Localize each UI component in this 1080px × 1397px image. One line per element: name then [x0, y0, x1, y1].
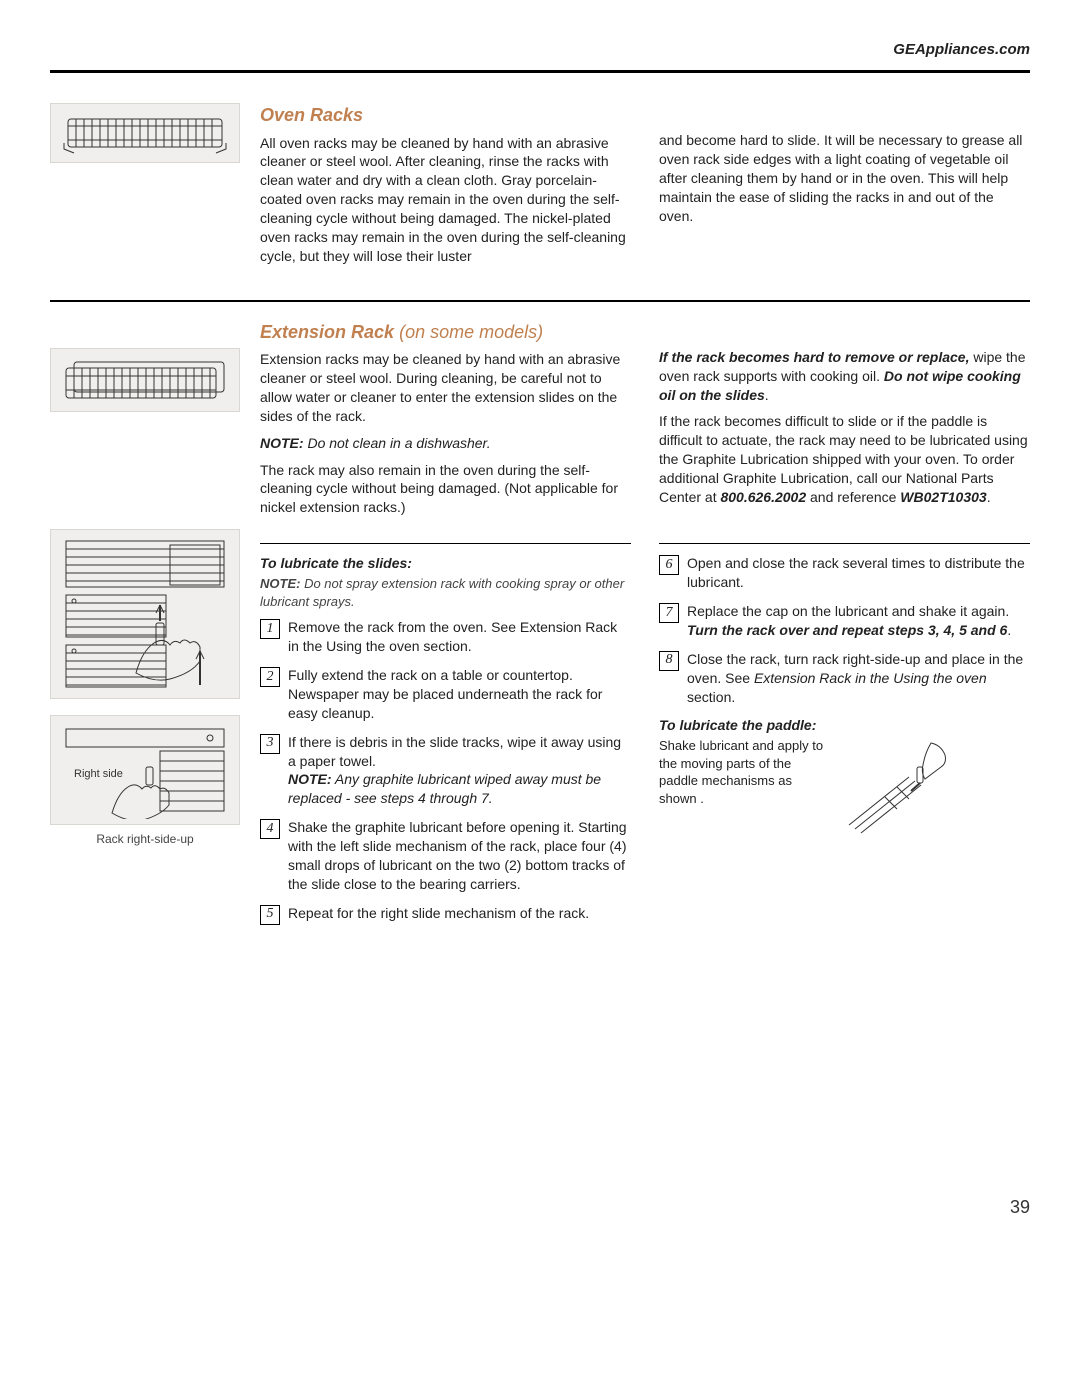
- oven-rack-icon: [60, 109, 230, 157]
- ext-text-2: The rack may also remain in the oven dur…: [260, 461, 631, 518]
- lubricate-top-icon: [60, 535, 230, 693]
- ext-right-2: If the rack becomes difficult to slide o…: [659, 412, 1030, 506]
- illustration-oven-rack: [50, 103, 240, 274]
- step-4: 4Shake the graphite lubricant before ope…: [260, 818, 631, 894]
- step-5: 5Repeat for the right slide mechanism of…: [260, 904, 631, 925]
- ext-right-1: If the rack becomes hard to remove or re…: [659, 348, 1030, 405]
- header-site: GEAppliances.com: [50, 40, 1030, 73]
- lubricate-note: NOTE: Do not spray extension rack with c…: [260, 575, 631, 610]
- step-6: 6Open and close the rack several times t…: [659, 554, 1030, 592]
- steps-left: 1Remove the rack from the oven. See Exte…: [260, 618, 631, 925]
- steps-right: 6Open and close the rack several times t…: [659, 554, 1030, 706]
- section-oven-racks: Oven Racks All oven racks may be cleaned…: [50, 103, 1030, 274]
- label-right-side: Right side: [74, 768, 123, 780]
- paddle-icon: [839, 737, 959, 837]
- caption-rack-right-side-up: Rack right-side-up: [50, 831, 240, 847]
- step-8: 8Close the rack, turn rack right-side-up…: [659, 650, 1030, 707]
- divider-thin-r: [659, 543, 1030, 544]
- heading-oven-racks: Oven Racks: [260, 103, 631, 127]
- divider-thin: [260, 543, 631, 544]
- subhead-lubricate-paddle: To lubricate the paddle:: [659, 716, 1030, 735]
- illustration-extension-rack: [50, 320, 240, 525]
- page-number: 39: [50, 1195, 1030, 1219]
- step-3: 3If there is debris in the slide tracks,…: [260, 733, 631, 809]
- oven-racks-text-b: and become hard to slide. It will be nec…: [659, 131, 1030, 225]
- ext-note: NOTE: Do not clean in a dishwasher.: [260, 434, 631, 453]
- section-extension-rack: Extension Rack (on some models) Extensio…: [50, 320, 1030, 525]
- extension-rack-icon: [60, 354, 230, 406]
- divider: [50, 300, 1030, 302]
- ext-text-1: Extension racks may be cleaned by hand w…: [260, 350, 631, 426]
- section-lubricate: Right side Rack right-side-up To lubrica…: [50, 529, 1030, 935]
- step-2: 2Fully extend the rack on a table or cou…: [260, 666, 631, 723]
- step-1: 1Remove the rack from the oven. See Exte…: [260, 618, 631, 656]
- oven-racks-text-a: All oven racks may be cleaned by hand wi…: [260, 134, 631, 266]
- illustration-lubricate: Right side Rack right-side-up: [50, 529, 240, 935]
- heading-extension-rack: Extension Rack (on some models): [260, 320, 631, 344]
- step-7: 7Replace the cap on the lubricant and sh…: [659, 602, 1030, 640]
- lubricate-bottom-icon: Right side: [60, 721, 230, 819]
- paddle-text: Shake lubricant and apply to the moving …: [659, 737, 829, 807]
- subhead-lubricate-slides: To lubricate the slides:: [260, 554, 631, 573]
